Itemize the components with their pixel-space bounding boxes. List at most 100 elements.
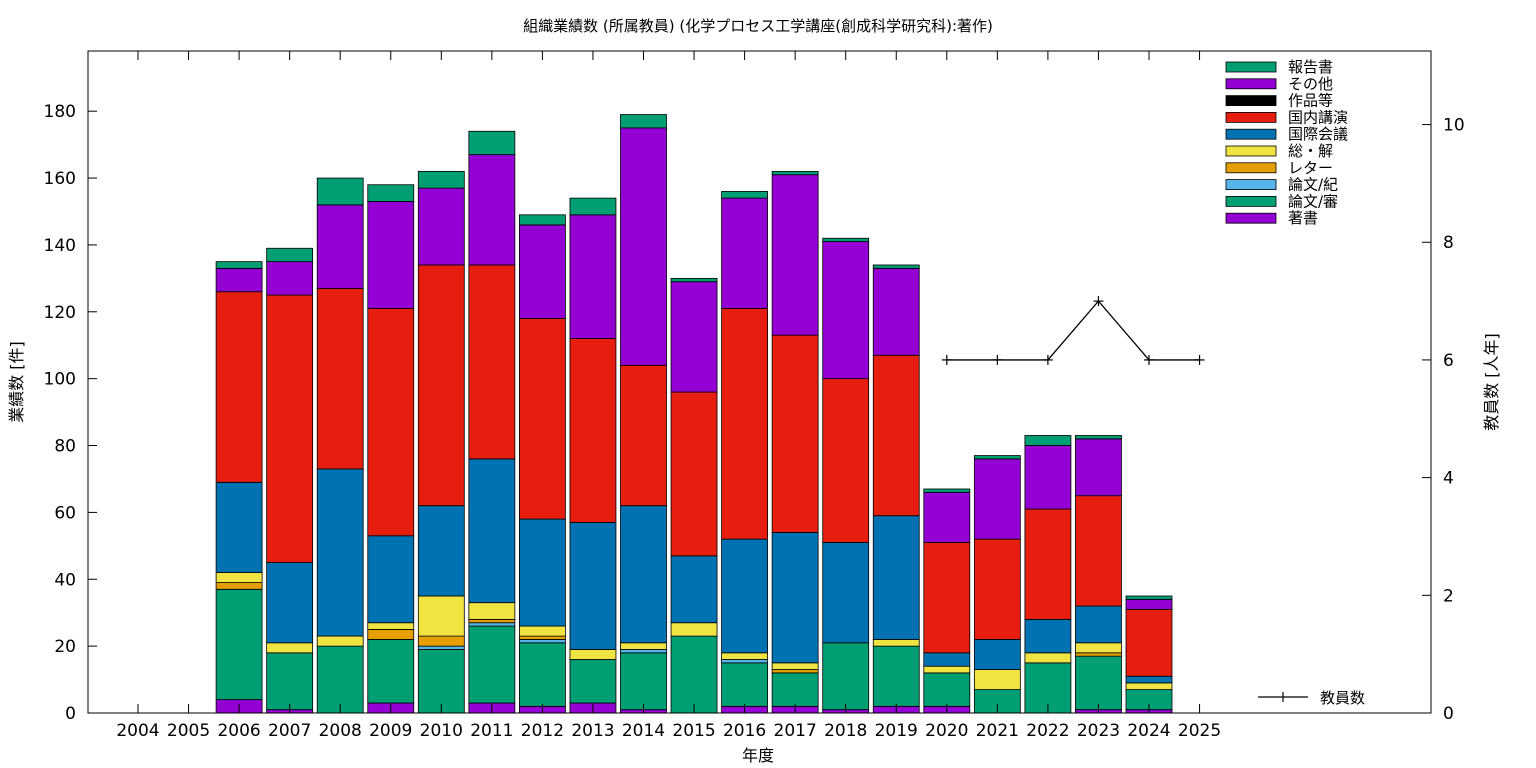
bar-segment-2021-s6 bbox=[973, 538, 1021, 640]
bar-segment-2011-s9 bbox=[468, 130, 516, 156]
x-tick-label: 2015 bbox=[672, 721, 715, 741]
bar-segment-2014-s9 bbox=[620, 114, 667, 129]
plot-frame bbox=[87, 50, 1432, 714]
bar-segment-2019-s4 bbox=[872, 639, 920, 647]
bar-segment-2020-s5 bbox=[923, 652, 971, 667]
bar-segment-2014-s4 bbox=[620, 642, 667, 650]
bar-segment-2023-s5 bbox=[1075, 605, 1122, 644]
bar-segment-2016-s9 bbox=[721, 191, 768, 199]
x-tick-label: 2011 bbox=[470, 721, 513, 741]
bar-segment-2012-s8 bbox=[519, 224, 566, 319]
bar-segment-2010-s4 bbox=[417, 595, 465, 637]
bar-segment-2017-s1 bbox=[771, 672, 819, 707]
bar-segment-2011-s4 bbox=[468, 602, 516, 620]
x-tick-label: 2018 bbox=[824, 721, 867, 741]
x-tick-label: 2020 bbox=[925, 721, 968, 741]
bar-segment-2008-s5 bbox=[316, 468, 364, 637]
bar-segment-2016-s4 bbox=[721, 652, 768, 660]
bar-segment-2024-s9 bbox=[1125, 595, 1173, 600]
line-point-2022 bbox=[1042, 354, 1053, 365]
bar-segment-2009-s3 bbox=[367, 629, 415, 640]
bar-segment-2008-s9 bbox=[316, 177, 364, 206]
x-tick-label: 2010 bbox=[420, 721, 463, 741]
y-axis-label: 業績数 [件] bbox=[7, 341, 26, 423]
legend-label-5: 総・解 bbox=[1288, 142, 1333, 160]
x-tick-label: 2022 bbox=[1026, 721, 1069, 741]
bar-segment-2011-s8 bbox=[468, 154, 516, 266]
bar-segment-2014-s6 bbox=[620, 364, 667, 507]
y-tick-label: 100 bbox=[44, 370, 76, 390]
bar-segment-2017-s9 bbox=[771, 170, 819, 176]
x-tick-label: 2005 bbox=[167, 721, 210, 741]
bar-segment-2023-s9 bbox=[1075, 435, 1122, 440]
y2-tick-label: 0 bbox=[1443, 704, 1454, 724]
bar-segment-2018-s8 bbox=[822, 241, 870, 380]
y-tick-label: 180 bbox=[44, 102, 76, 122]
bar-segment-2013-s6 bbox=[569, 338, 617, 523]
bar-segment-2017-s3 bbox=[771, 669, 819, 674]
chart-title: 組織業績数 (所属教員) (化学プロセス工学講座(創成科学研究科):著作) bbox=[523, 17, 993, 35]
line-layer bbox=[941, 296, 1205, 365]
legend-label-8: 論文/審 bbox=[1288, 192, 1338, 210]
bar-segment-2008-s1 bbox=[316, 645, 364, 714]
bar-segment-2015-s5 bbox=[670, 555, 718, 624]
bar-segment-2012-s1 bbox=[519, 642, 566, 707]
bar-segment-2015-s4 bbox=[670, 622, 718, 637]
bar-segment-2006-s3 bbox=[215, 582, 263, 590]
legend-swatch-0 bbox=[1225, 61, 1277, 73]
bar-segment-2019-s1 bbox=[872, 645, 920, 707]
x-tick-label: 2025 bbox=[1178, 721, 1221, 741]
bar-segment-2013-s5 bbox=[569, 522, 617, 650]
bar-segment-2013-s9 bbox=[569, 197, 617, 216]
bar-segment-2021-s9 bbox=[973, 455, 1021, 460]
bar-segment-2021-s4 bbox=[973, 669, 1021, 690]
legend-swatch-5 bbox=[1225, 145, 1277, 157]
y-tick-label: 20 bbox=[54, 637, 76, 657]
bar-segment-2011-s2 bbox=[468, 622, 516, 627]
bar-segment-2006-s4 bbox=[215, 572, 263, 584]
bar-segment-2010-s8 bbox=[417, 187, 465, 266]
bar-segment-2011-s6 bbox=[468, 264, 516, 460]
legend-label-4: 国際会議 bbox=[1288, 125, 1348, 143]
bar-segment-2012-s2 bbox=[519, 639, 566, 644]
bar-segment-2018-s5 bbox=[822, 542, 870, 644]
y2-tick-label: 10 bbox=[1443, 116, 1465, 136]
x-tick-label: 2016 bbox=[723, 721, 766, 741]
bar-segment-2024-s4 bbox=[1125, 682, 1173, 690]
bar-segment-2020-s1 bbox=[923, 672, 971, 707]
bar-segment-2008-s8 bbox=[316, 204, 364, 289]
y2-axis-label: 教員数 [人年] bbox=[1482, 333, 1501, 431]
bar-segment-2014-s1 bbox=[620, 652, 667, 711]
line-point-2023 bbox=[1093, 296, 1104, 307]
bar-segment-2023-s1 bbox=[1075, 655, 1122, 711]
bar-segment-2008-s6 bbox=[316, 287, 364, 470]
bar-segment-2014-s5 bbox=[620, 505, 667, 644]
legend-swatch-1 bbox=[1225, 78, 1277, 90]
bar-segment-2006-s6 bbox=[215, 291, 263, 483]
line-series-path bbox=[946, 300, 1200, 361]
axes-layer: 0 20 40 60 80 100 120 140 160 180 0 2 4 6 8 10 2004 2005 2… bbox=[44, 51, 1465, 741]
bar-segment-2006-s8 bbox=[215, 267, 263, 293]
y2-tick-label: 6 bbox=[1443, 351, 1454, 371]
bar-segment-2020-s8 bbox=[923, 491, 971, 543]
bar-segment-2010-s1 bbox=[417, 649, 465, 714]
bar-segment-2007-s4 bbox=[266, 642, 314, 654]
bar-segment-2021-s8 bbox=[973, 458, 1021, 540]
bar-segment-2023-s3 bbox=[1075, 652, 1122, 657]
legend-label-1: その他 bbox=[1288, 75, 1333, 93]
bar-segment-2018-s6 bbox=[822, 378, 870, 543]
bar-segment-2019-s8 bbox=[872, 267, 920, 356]
bar-segment-2009-s8 bbox=[367, 201, 415, 309]
bar-segment-2007-s9 bbox=[266, 247, 314, 263]
legend-label-0: 報告書 bbox=[1288, 58, 1333, 76]
legend-swatch-3 bbox=[1225, 112, 1277, 123]
legend-swatch-6 bbox=[1225, 162, 1277, 174]
x-tick-label: 2007 bbox=[268, 721, 311, 741]
bar-segment-2006-s1 bbox=[215, 588, 263, 701]
legend-label-6: レター bbox=[1288, 159, 1333, 177]
y2-tick-label: 4 bbox=[1443, 469, 1454, 489]
y-tick-label: 140 bbox=[44, 236, 76, 256]
bar-segment-2023-s4 bbox=[1075, 642, 1122, 654]
bar-segment-2014-s2 bbox=[620, 649, 667, 654]
bar-segment-2019-s5 bbox=[872, 515, 920, 640]
